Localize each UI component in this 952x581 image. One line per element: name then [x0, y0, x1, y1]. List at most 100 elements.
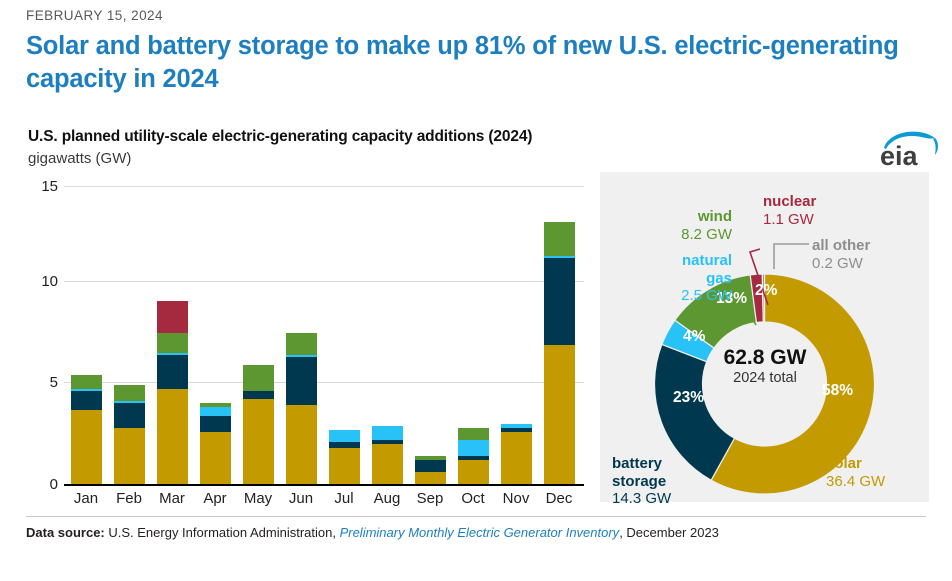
bar-segment-solar-jul: [328, 448, 360, 484]
bar-segment-battery-storage-oct: [457, 456, 489, 461]
donut-label-all-other-name: all other: [812, 237, 871, 254]
bar-segment-natural-gas-apr: [199, 406, 231, 417]
donut-label-gas-name2: gas: [706, 269, 732, 287]
bar-segment-battery-storage-mar: [156, 354, 188, 389]
x-label-feb: Feb: [116, 490, 142, 507]
data-source-publication-link[interactable]: Preliminary Monthly Electric Generator I…: [339, 525, 620, 540]
bar-segment-battery-storage-aug: [371, 440, 403, 445]
bar-segment-natural-gas-feb: [113, 400, 145, 403]
x-label-oct: Oct: [461, 490, 485, 507]
gridline-5: [64, 382, 584, 383]
bar-segment-solar-may: [242, 398, 274, 484]
bar-segment-battery-storage-feb: [113, 402, 145, 429]
donut-label-solar-name: solar: [826, 455, 862, 472]
bar-segment-natural-gas-jul: [328, 430, 360, 443]
donut-label-nuclear-value: 1.1 GW: [763, 210, 814, 228]
bar-segment-solar-mar: [156, 388, 188, 484]
x-label-nov: Nov: [502, 490, 530, 507]
y-tick-0: 0: [49, 476, 58, 493]
bar-segment-solar-oct: [457, 460, 489, 484]
data-source-agency: U.S. Energy Information Administration,: [104, 525, 340, 540]
donut-label-battery-name2: storage: [612, 472, 667, 490]
x-label-mar: Mar: [159, 490, 185, 507]
bar-segment-wind-feb: [113, 384, 145, 401]
bar-segment-solar-sep: [414, 472, 446, 484]
donut-label-wind: wind 8.2 GW: [636, 208, 732, 243]
x-label-jul: Jul: [334, 490, 354, 507]
bar-segment-nuclear-mar: [156, 301, 188, 333]
donut-pct-gas: 4%: [683, 328, 706, 345]
bar-segment-natural-gas-jun: [285, 354, 317, 357]
donut-pct-solar: 58%: [822, 382, 854, 399]
donut-label-battery-name: battery: [612, 455, 663, 472]
bar-segment-wind-jun: [285, 333, 317, 355]
svg-text:eia: eia: [880, 141, 919, 170]
bar-segment-battery-storage-nov: [500, 428, 532, 433]
x-axis-line: [64, 484, 584, 486]
bar-segment-wind-mar: [156, 333, 188, 353]
donut-label-battery-storage: battery storage 14.3 GW: [612, 455, 708, 508]
bar-segment-solar-dec: [543, 344, 575, 484]
y-tick-10: 10: [41, 273, 58, 290]
gridline-15: [64, 186, 584, 187]
donut-pct-wind: 13%: [716, 290, 748, 307]
donut-pct-nuclear: 2%: [755, 282, 778, 299]
bar-segment-solar-nov: [500, 432, 532, 484]
bar-segment-wind-dec: [543, 221, 575, 256]
x-label-apr: Apr: [203, 490, 227, 507]
donut-label-solar: solar 36.4 GW: [826, 455, 926, 490]
bar-segment-battery-storage-may: [242, 390, 274, 399]
donut-label-wind-value: 8.2 GW: [681, 225, 732, 243]
donut-slice-all-other: [761, 273, 766, 323]
chart-units-label: gigawatts (GW): [28, 150, 132, 167]
donut-slice-battery-storage: [653, 343, 736, 482]
page-title: Solar and battery storage to make up 81%…: [26, 32, 899, 94]
bar-segment-battery-storage-dec: [543, 257, 575, 345]
donut-label-natural-gas: natural gas 2.5 GW: [608, 252, 732, 305]
bar-segment-natural-gas-mar: [156, 352, 188, 355]
publication-date: FEBRUARY 15, 2024: [26, 8, 163, 23]
bar-segment-battery-storage-jan: [70, 390, 102, 411]
eia-logo-icon: eia: [878, 128, 942, 171]
bar-segment-wind-may: [242, 364, 274, 391]
donut-label-battery-value: 14.3 GW: [612, 490, 672, 508]
donut-label-solar-value: 36.4 GW: [826, 472, 886, 490]
leader-line-all-other: [773, 243, 809, 269]
bar-segment-solar-jun: [285, 404, 317, 484]
donut-slice-solar: [710, 273, 876, 495]
footer-divider: [26, 516, 926, 517]
donut-label-gas-value: 2.5 GW: [681, 287, 732, 305]
x-label-sep: Sep: [416, 490, 444, 507]
bar-segment-wind-sep: [414, 456, 446, 461]
y-tick-15: 15: [41, 178, 58, 195]
y-tick-5: 5: [49, 374, 58, 391]
leader-line-nuclear: [748, 248, 769, 306]
donut-label-nuclear-name: nuclear: [763, 193, 817, 210]
bar-segment-battery-storage-jul: [328, 442, 360, 449]
bar-segment-natural-gas-nov: [500, 424, 532, 429]
bar-segment-wind-oct: [457, 428, 489, 441]
bar-segment-natural-gas-aug: [371, 426, 403, 441]
x-label-dec: Dec: [545, 490, 573, 507]
x-label-jun: Jun: [288, 490, 314, 507]
bar-segment-battery-storage-jun: [285, 356, 317, 405]
donut-chart: [600, 172, 929, 502]
donut-label-nuclear: nuclear 1.1 GW: [763, 193, 873, 228]
bar-segment-wind-jan: [70, 374, 102, 389]
bar-segment-natural-gas-oct: [457, 440, 489, 457]
gridline-10: [64, 281, 584, 282]
x-label-aug: Aug: [373, 490, 401, 507]
donut-label-gas-name: natural: [681, 252, 732, 269]
bar-segment-battery-storage-apr: [199, 416, 231, 433]
bar-segment-solar-jan: [70, 410, 102, 484]
data-source-note: Data source: U.S. Energy Information Adm…: [26, 525, 719, 540]
x-label-may: May: [243, 490, 273, 507]
bar-segment-solar-aug: [371, 444, 403, 484]
donut-label-all-other: all other 0.2 GW: [812, 237, 922, 272]
bar-segment-solar-feb: [113, 428, 145, 484]
bar-segment-solar-apr: [199, 432, 231, 484]
data-source-label: Data source:: [26, 525, 105, 540]
data-source-date: , December 2023: [619, 525, 719, 540]
donut-center-sublabel: 2024 total: [733, 370, 797, 386]
